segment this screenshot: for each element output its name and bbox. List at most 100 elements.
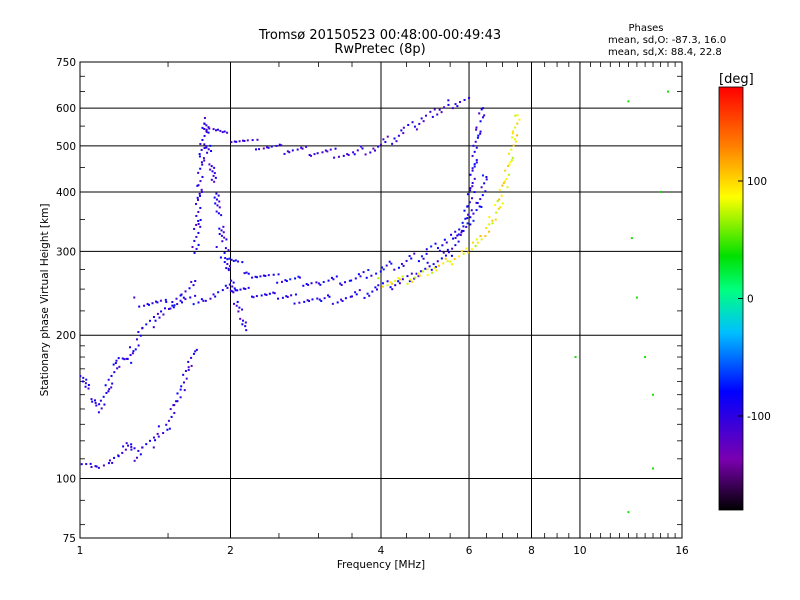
data-point (364, 153, 367, 156)
data-point (247, 272, 250, 275)
data-point (284, 279, 287, 282)
data-point (241, 261, 244, 264)
data-point (310, 154, 313, 157)
data-point (195, 247, 198, 250)
y-tick-label: 600 (56, 103, 76, 115)
data-point (393, 268, 396, 271)
data-point (205, 124, 208, 127)
data-point (108, 459, 111, 462)
data-point (195, 202, 198, 205)
data-point (255, 148, 258, 151)
data-point (264, 274, 267, 277)
data-point (635, 296, 638, 299)
data-point (243, 272, 246, 275)
data-point (85, 378, 88, 381)
data-point (228, 283, 231, 286)
data-point (76, 363, 78, 365)
data-point (344, 281, 347, 284)
data-point (468, 97, 471, 100)
data-point (433, 108, 436, 111)
data-point (389, 281, 392, 284)
data-point (501, 202, 504, 205)
data-point (194, 280, 197, 283)
data-point (320, 300, 323, 303)
data-point (125, 442, 128, 445)
data-point (200, 190, 203, 193)
data-point (627, 511, 630, 514)
data-point (514, 114, 517, 117)
data-point (307, 283, 310, 286)
data-point (182, 373, 185, 376)
data-point (192, 352, 195, 355)
data-point (244, 288, 247, 291)
data-point (255, 276, 258, 279)
data-point (173, 404, 176, 407)
data-point (514, 126, 517, 129)
data-point (187, 360, 190, 363)
data-point (461, 229, 464, 232)
data-point (478, 112, 481, 115)
data-point (353, 153, 356, 156)
data-point (480, 108, 483, 111)
data-point (220, 229, 223, 232)
data-point (386, 284, 389, 287)
data-point (229, 289, 232, 292)
minor-ticks (79, 62, 683, 538)
data-point (105, 391, 108, 394)
data-point (510, 159, 513, 162)
data-point (198, 192, 201, 195)
data-point (450, 263, 453, 266)
data-point (205, 146, 208, 149)
data-point (659, 190, 662, 193)
data-point (176, 400, 179, 403)
data-point (474, 244, 477, 247)
data-point (435, 269, 438, 272)
data-point (402, 264, 405, 267)
data-point (187, 368, 190, 371)
data-point (442, 262, 445, 265)
data-point (110, 386, 113, 389)
data-point (191, 246, 194, 249)
data-point (401, 278, 404, 281)
data-point (201, 126, 204, 129)
data-point (381, 285, 384, 288)
chart-title: Tromsø 20150523 00:48:00-00:49:43 (258, 28, 501, 43)
data-point (334, 147, 337, 150)
data-point (235, 304, 238, 307)
data-point (199, 206, 202, 209)
data-point (208, 163, 211, 166)
data-point (470, 209, 473, 212)
data-point (473, 150, 476, 153)
data-point (102, 464, 105, 467)
data-point (197, 219, 200, 222)
data-point (245, 271, 248, 274)
data-point (241, 308, 244, 311)
data-point (226, 263, 229, 266)
data-point (417, 260, 420, 263)
data-point (322, 281, 325, 284)
data-point (239, 317, 242, 320)
data-point (202, 157, 205, 160)
data-point (162, 313, 165, 316)
data-point (317, 282, 320, 285)
data-point (391, 282, 394, 285)
data-point (374, 149, 377, 152)
data-point (199, 142, 202, 145)
data-point (111, 461, 114, 464)
data-point (169, 307, 172, 310)
data-point (135, 338, 138, 341)
data-point (302, 284, 305, 287)
data-point (213, 166, 216, 169)
data-point (76, 453, 78, 455)
data-point (266, 146, 269, 149)
data-point (488, 223, 491, 226)
data-point (462, 252, 465, 255)
data-point (480, 186, 483, 189)
data-point (202, 299, 205, 302)
data-point (311, 298, 314, 301)
data-point (187, 366, 190, 369)
data-point (516, 134, 519, 137)
data-point (469, 223, 472, 226)
data-point (476, 136, 479, 139)
data-point (291, 149, 294, 152)
